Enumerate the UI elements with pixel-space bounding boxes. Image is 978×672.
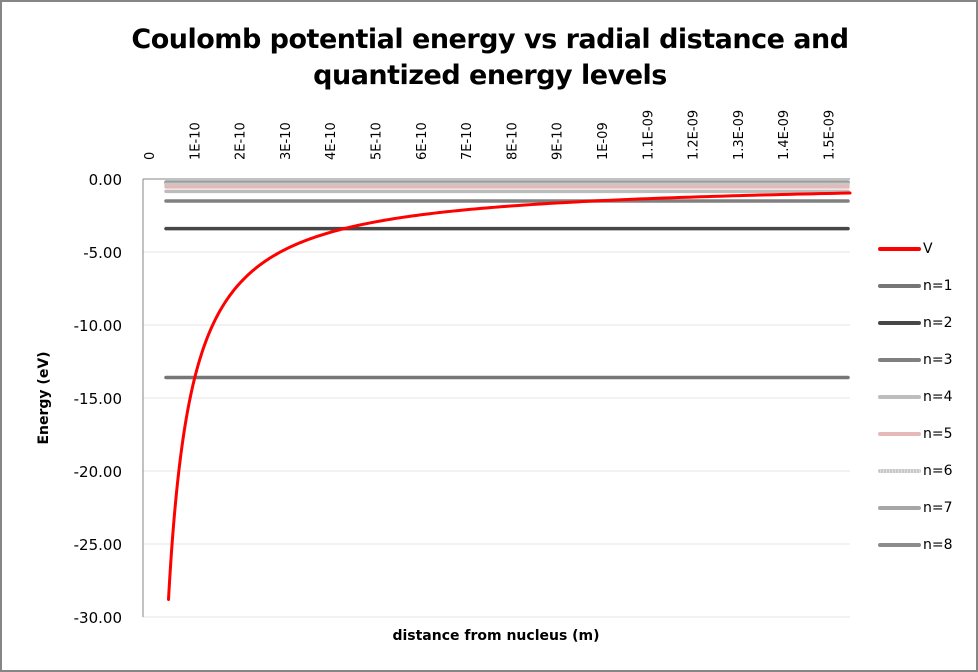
x-tick-label: 1.3E-09 <box>732 110 747 160</box>
x-tick-label: 1.1E-09 <box>641 110 656 160</box>
legend-label: V <box>923 241 933 258</box>
x-tick-label: 4E-10 <box>324 122 339 160</box>
y-axis-title: Energy (eV) <box>36 351 52 444</box>
legend-label: n=2 <box>923 315 953 332</box>
legend-swatch <box>878 542 921 547</box>
legend-swatch <box>878 284 921 289</box>
legend-label: n=6 <box>923 462 953 479</box>
legend-item-n7: n=7 <box>878 489 968 526</box>
legend-swatch <box>878 395 921 399</box>
y-tick-label: -15.00 <box>74 390 122 408</box>
potential-curve-V <box>167 191 852 601</box>
legend-label: n=4 <box>923 389 953 405</box>
y-tick-label: -20.00 <box>74 463 122 481</box>
chart-title: Coulomb potential energy vs radial dista… <box>100 22 880 94</box>
x-tick-label: 1.5E-09 <box>823 110 838 160</box>
y-tick-label: -30.00 <box>74 609 122 627</box>
legend-label: n=5 <box>923 425 953 442</box>
legend-item-n2: n=2 <box>878 305 968 342</box>
x-tick-label: 9E-10 <box>551 122 566 160</box>
legend-swatch <box>878 247 921 252</box>
legend-swatch <box>878 321 921 326</box>
x-tick-label: 2E-10 <box>234 122 249 160</box>
legend-item-n1: n=1 <box>878 268 968 305</box>
legend-label: n=7 <box>923 499 953 516</box>
chart-title-line-1: Coulomb potential energy vs radial dista… <box>131 24 849 55</box>
x-tick-label: 7E-10 <box>460 122 475 160</box>
x-tick-label: 1.4E-09 <box>777 110 792 160</box>
x-axis-title: distance from nucleus (m) <box>392 628 599 644</box>
legend-item-n8: n=8 <box>878 526 968 563</box>
chart-title-line-2: quantized energy levels <box>313 60 667 91</box>
legend-swatch <box>878 468 921 473</box>
y-tick-label: -5.00 <box>83 244 122 262</box>
x-tick-label: 5E-10 <box>370 122 385 160</box>
y-tick-label: 0.00 <box>89 171 122 189</box>
legend-item-n4: n=4 <box>878 379 968 416</box>
legend-item-n6: n=6 <box>878 452 968 489</box>
x-tick-label: 8E-10 <box>505 122 520 160</box>
legend-item-n5: n=5 <box>878 415 968 452</box>
legend-label: n=1 <box>923 278 953 295</box>
x-tick-label: 3E-10 <box>279 122 294 160</box>
x-tick-label: 1E-10 <box>188 122 203 160</box>
legend-label: n=8 <box>923 536 953 553</box>
legend-swatch <box>878 358 921 363</box>
y-tick-label: -25.00 <box>74 536 122 554</box>
legend-swatch <box>878 505 921 510</box>
x-tick-label: 0 <box>143 152 158 160</box>
legend-label: n=3 <box>923 352 953 369</box>
x-tick-label: 1.2E-09 <box>687 110 702 160</box>
x-tick-label: 6E-10 <box>415 122 430 160</box>
legend-item-V: V <box>878 231 968 268</box>
y-tick-label: -10.00 <box>74 317 122 335</box>
legend-swatch <box>878 431 921 436</box>
legend-item-n3: n=3 <box>878 342 968 379</box>
x-tick-label: 1E-09 <box>596 122 611 160</box>
